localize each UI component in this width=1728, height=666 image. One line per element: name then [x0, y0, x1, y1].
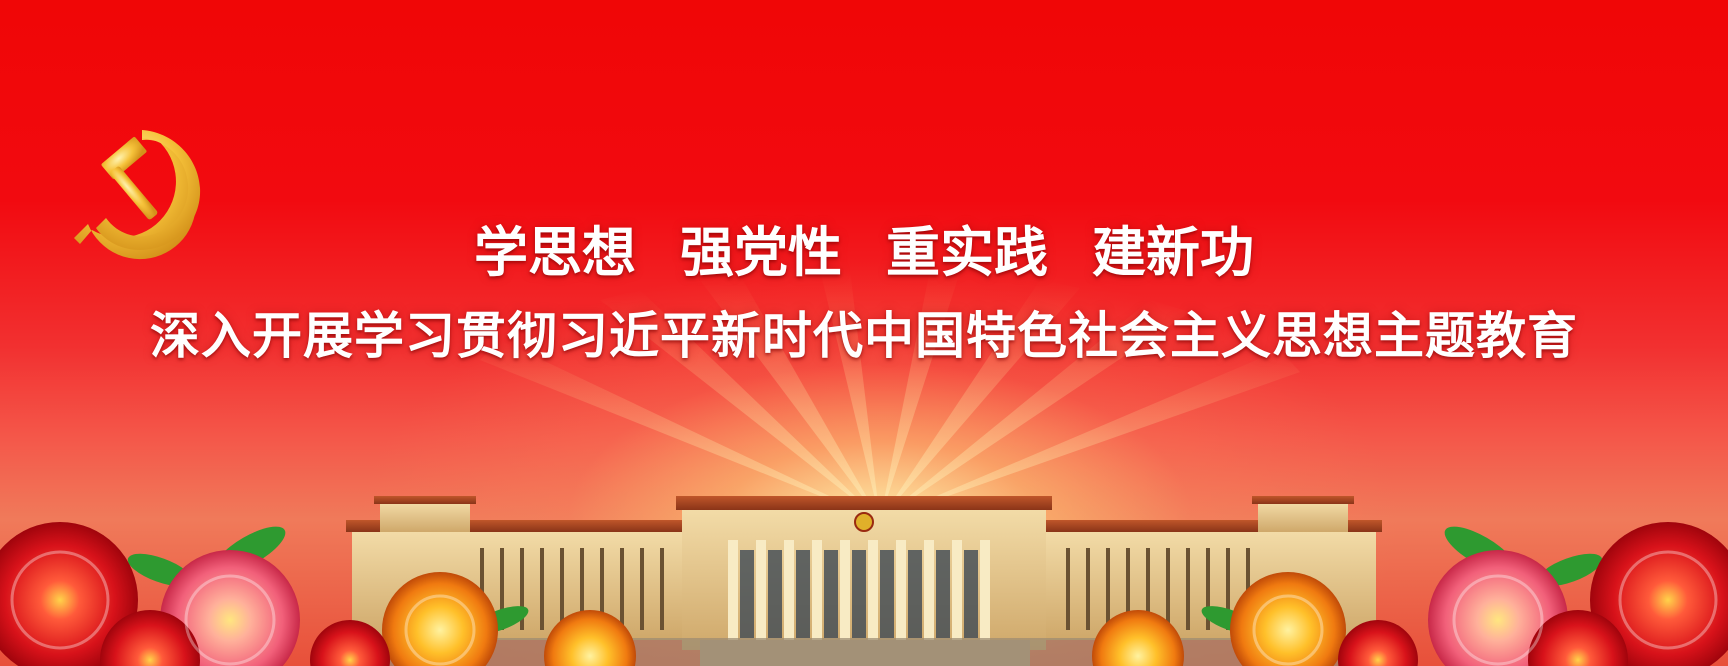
slogan-phrase: 重实践: [886, 220, 1048, 284]
hammer-and-sickle-icon: [74, 130, 201, 260]
peony-flowers: [0, 522, 1728, 666]
great-hall-building: [330, 496, 1398, 666]
slogan-phrase: 强党性: [680, 220, 842, 284]
slogan-phrase: 建新功: [1092, 220, 1254, 284]
slogan: 学思想 强党性 重实践 建新功: [0, 208, 1728, 287]
slogan-phrase: 学思想: [474, 220, 636, 284]
subtitle: 深入开展学习贯彻习近平新时代中国特色社会主义思想主题教育: [150, 306, 1578, 365]
